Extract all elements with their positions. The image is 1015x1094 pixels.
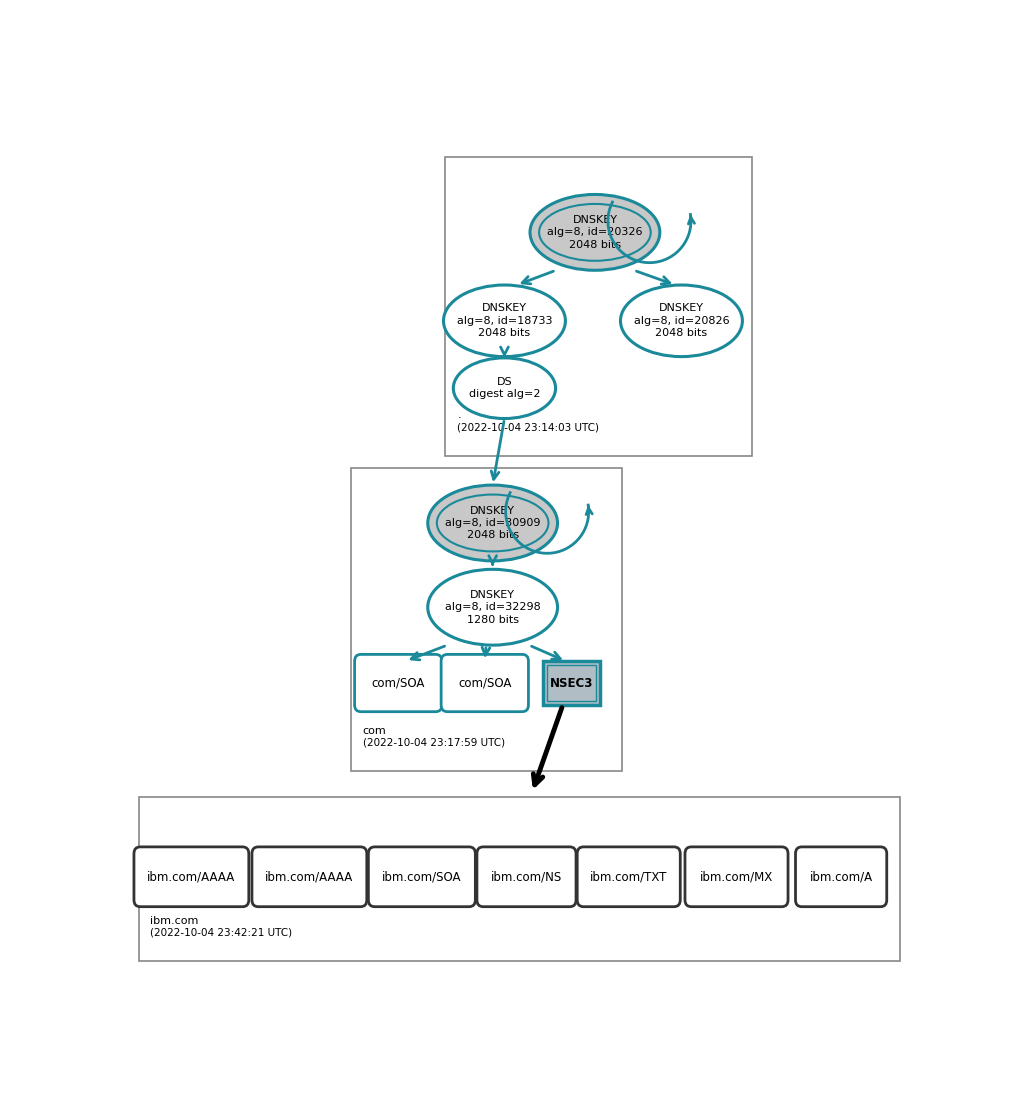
- Ellipse shape: [444, 286, 565, 357]
- Text: com/SOA: com/SOA: [371, 676, 425, 689]
- Text: ibm.com: ibm.com: [150, 916, 199, 926]
- Ellipse shape: [530, 195, 660, 270]
- FancyBboxPatch shape: [134, 847, 249, 907]
- Text: ibm.com/A: ibm.com/A: [810, 871, 873, 883]
- FancyBboxPatch shape: [354, 654, 442, 712]
- Ellipse shape: [620, 286, 742, 357]
- FancyBboxPatch shape: [351, 468, 622, 771]
- FancyBboxPatch shape: [685, 847, 788, 907]
- Text: NSEC3: NSEC3: [550, 676, 593, 689]
- Text: DNSKEY
alg=8, id=20826
2048 bits: DNSKEY alg=8, id=20826 2048 bits: [633, 303, 729, 338]
- Text: DNSKEY
alg=8, id=20326
2048 bits: DNSKEY alg=8, id=20326 2048 bits: [547, 214, 642, 249]
- Text: .: .: [457, 410, 461, 420]
- Text: DNSKEY
alg=8, id=32298
1280 bits: DNSKEY alg=8, id=32298 1280 bits: [445, 590, 541, 625]
- Ellipse shape: [427, 485, 557, 561]
- Text: com: com: [362, 726, 387, 736]
- Text: ibm.com/AAAA: ibm.com/AAAA: [265, 871, 353, 883]
- Text: DS
digest alg=2: DS digest alg=2: [469, 377, 540, 399]
- Text: ibm.com/NS: ibm.com/NS: [491, 871, 562, 883]
- FancyBboxPatch shape: [796, 847, 887, 907]
- Text: (2022-10-04 23:14:03 UTC): (2022-10-04 23:14:03 UTC): [457, 422, 599, 432]
- FancyBboxPatch shape: [252, 847, 366, 907]
- Text: ibm.com/SOA: ibm.com/SOA: [382, 871, 462, 883]
- Text: com/SOA: com/SOA: [458, 676, 512, 689]
- Text: (2022-10-04 23:42:21 UTC): (2022-10-04 23:42:21 UTC): [150, 928, 292, 938]
- Ellipse shape: [427, 569, 557, 645]
- FancyBboxPatch shape: [442, 654, 529, 712]
- FancyBboxPatch shape: [543, 661, 600, 705]
- Ellipse shape: [454, 358, 555, 419]
- Text: DNSKEY
alg=8, id=30909
2048 bits: DNSKEY alg=8, id=30909 2048 bits: [445, 505, 540, 540]
- FancyBboxPatch shape: [139, 796, 900, 961]
- FancyBboxPatch shape: [477, 847, 577, 907]
- Text: ibm.com/TXT: ibm.com/TXT: [590, 871, 668, 883]
- Text: (2022-10-04 23:17:59 UTC): (2022-10-04 23:17:59 UTC): [362, 737, 505, 748]
- Text: ibm.com/AAAA: ibm.com/AAAA: [147, 871, 235, 883]
- Text: DNSKEY
alg=8, id=18733
2048 bits: DNSKEY alg=8, id=18733 2048 bits: [457, 303, 552, 338]
- Text: ibm.com/MX: ibm.com/MX: [700, 871, 773, 883]
- FancyBboxPatch shape: [446, 156, 752, 455]
- FancyBboxPatch shape: [578, 847, 680, 907]
- FancyBboxPatch shape: [368, 847, 475, 907]
